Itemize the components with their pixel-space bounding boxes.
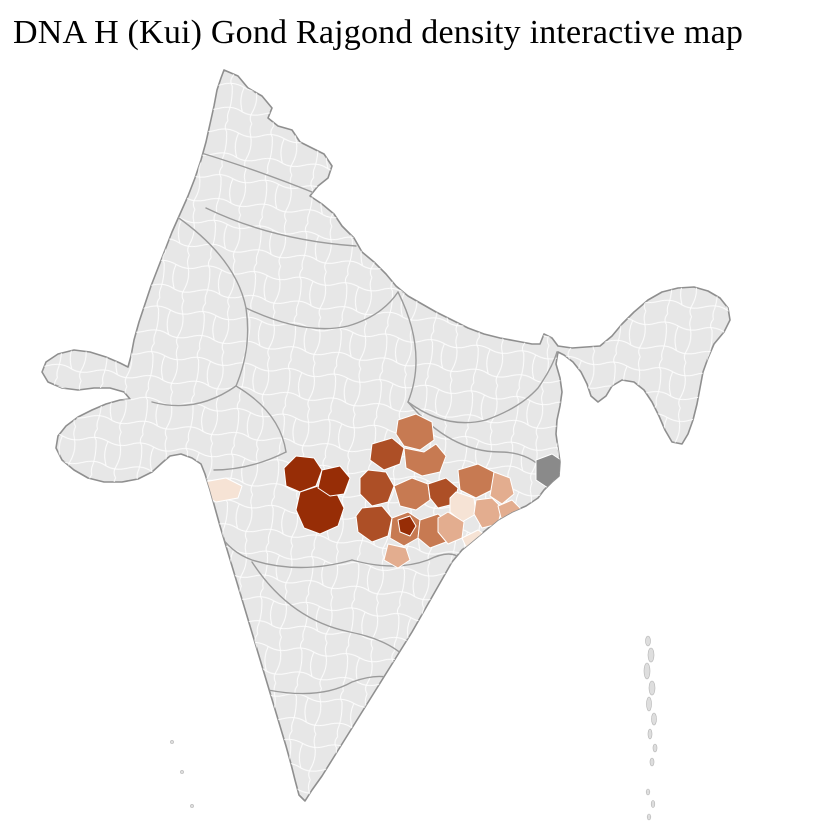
district-mesh: [42, 70, 730, 801]
lakshadweep-islands: [170, 740, 194, 808]
district-region[interactable]: [489, 471, 515, 505]
district-region[interactable]: [383, 543, 411, 569]
density-districts: [201, 413, 565, 569]
district-region[interactable]: [403, 443, 447, 477]
district-region[interactable]: [283, 455, 323, 493]
district-region[interactable]: [359, 469, 395, 507]
page-title: DNA H (Kui) Gond Rajgond density interac…: [13, 14, 744, 51]
district-region[interactable]: [317, 465, 351, 497]
district-region[interactable]: [395, 413, 435, 451]
district-region[interactable]: [393, 477, 431, 511]
andaman-nicobar-islands: [643, 635, 658, 821]
district-region[interactable]: [355, 505, 393, 543]
district-region[interactable]: [397, 515, 417, 537]
district-region[interactable]: [369, 437, 405, 471]
district-region[interactable]: [437, 511, 465, 545]
